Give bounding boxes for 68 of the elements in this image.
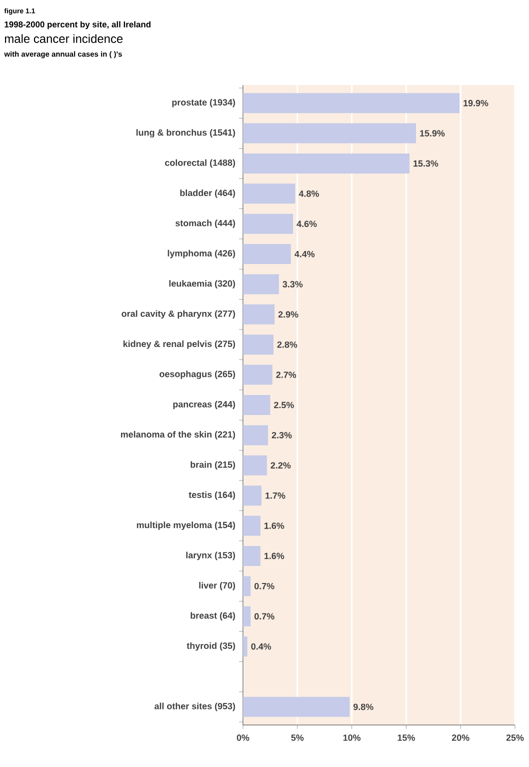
y-tick-label: stomach (444) xyxy=(175,220,236,228)
y-tick-label: lymphoma (426) xyxy=(168,250,236,258)
data-label: 3.3% xyxy=(282,281,303,288)
x-tick-label: 25% xyxy=(506,734,524,741)
data-label: 2.5% xyxy=(274,402,294,408)
data-label: 15.9% xyxy=(420,130,445,136)
data-label: 1.7% xyxy=(266,492,286,499)
y-tick-label: prostate (1934) xyxy=(172,98,236,108)
y-tick-label: oral cavity & pharynx (277) xyxy=(122,310,236,319)
bar xyxy=(242,334,274,355)
bar xyxy=(242,425,268,446)
data-label: 2.7% xyxy=(276,372,296,378)
bar xyxy=(242,395,270,415)
y-tick-label: liver (70) xyxy=(199,582,236,590)
text: male cancer incidence xyxy=(4,34,123,43)
y-tick-label: all other sites (953) xyxy=(154,702,236,712)
data-label: 2.9% xyxy=(278,311,298,318)
bar xyxy=(242,486,262,506)
bar xyxy=(242,606,251,626)
y-tick-label: lung & bronchus (1541) xyxy=(136,129,236,138)
y-tick-label: kidney & renal pelvis (275) xyxy=(123,340,236,349)
data-label: 1.6% xyxy=(264,552,284,560)
data-label: 2.2% xyxy=(270,462,291,469)
y-tick-label: bladder (464) xyxy=(180,189,236,198)
y-tick-label: melanoma of the skin (221) xyxy=(120,431,236,440)
y-tick-label: multiple myeloma (154) xyxy=(136,522,236,530)
data-label: 4.8% xyxy=(298,190,319,197)
data-label: 1.6% xyxy=(264,522,284,529)
bar xyxy=(242,696,350,717)
bar xyxy=(242,184,296,204)
bar xyxy=(242,636,248,657)
x-tick-label: 15% xyxy=(398,734,415,741)
x-tick-label: 10% xyxy=(343,734,361,741)
bar xyxy=(242,274,279,294)
y-tick-label: colorectal (1488) xyxy=(165,159,236,168)
bar xyxy=(242,123,416,144)
bar xyxy=(242,455,267,476)
data-label: 15.3% xyxy=(414,160,438,167)
bar xyxy=(242,364,272,385)
y-tick-label: breast (64) xyxy=(190,612,236,620)
y-tick-label: leukaemia (320) xyxy=(169,280,236,288)
data-label: 0.7% xyxy=(254,613,274,620)
bar xyxy=(242,93,460,114)
data-label: 4.4% xyxy=(294,250,315,258)
y-tick-label: oesophagus (265) xyxy=(160,370,236,380)
bar xyxy=(242,304,275,324)
bar xyxy=(242,214,294,234)
x-tick-label: 5% xyxy=(291,734,304,741)
y-tick-label: testis (164) xyxy=(188,491,236,500)
data-label: 19.9% xyxy=(464,100,488,106)
bar xyxy=(242,546,260,566)
bar xyxy=(242,516,260,536)
x-tick-label: 0% xyxy=(236,734,250,741)
data-label: 0.7% xyxy=(254,582,274,590)
y-tick-label: brain (215) xyxy=(190,461,236,470)
x-tick-label: 20% xyxy=(452,734,470,741)
text: 1998-2000 percent by site, all Ireland xyxy=(4,21,150,30)
bar xyxy=(242,576,251,596)
data-label: 2.8% xyxy=(277,341,298,348)
y-tick-label: thyroid (35) xyxy=(186,642,236,651)
bar xyxy=(242,153,410,174)
bar xyxy=(242,244,291,264)
data-label: 4.6% xyxy=(296,220,317,228)
data-label: 2.3% xyxy=(272,432,292,438)
y-tick-label: pancreas (244) xyxy=(173,400,236,410)
data-label: 9.8% xyxy=(353,704,374,710)
y-tick-label: larynx (153) xyxy=(186,552,236,560)
data-label: 0.4% xyxy=(251,643,272,650)
